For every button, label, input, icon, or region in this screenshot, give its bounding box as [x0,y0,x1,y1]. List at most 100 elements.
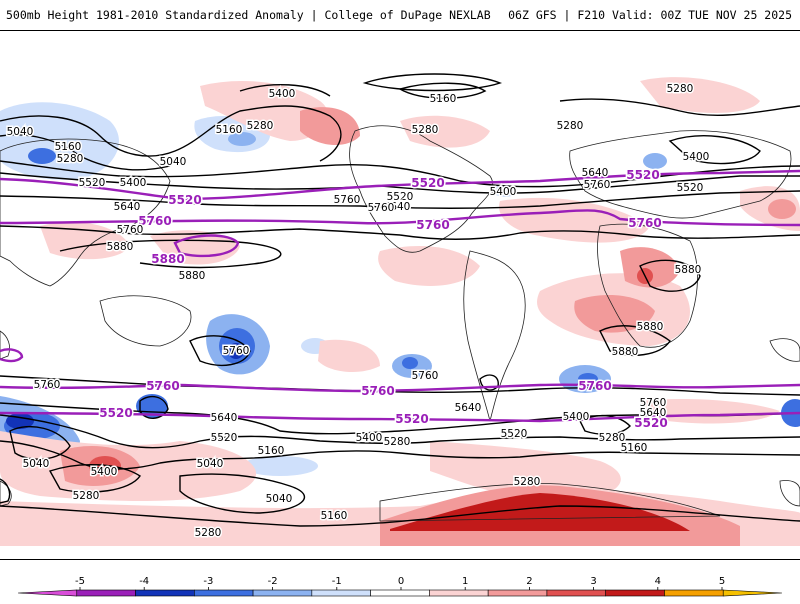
contour-label: 5280 [195,527,222,539]
map-panel: 5400 5160 5280 5160 5280 5280 5280 5040 5160 5280… [0,30,800,560]
contour-label: 5400 [91,466,118,478]
contour-label: 5520 [79,177,106,189]
contour-label: 5040 [197,458,224,470]
header: 500mb Height 1981-2010 Standardized Anom… [0,0,800,30]
contour-label: 5640 [114,201,141,213]
contour-label: 5760 [34,379,61,391]
contour-label: 5160 [621,442,648,454]
colorbar-tick-label: 4 [655,576,661,587]
contour-label: 5760 [334,194,361,206]
colorbar-tick-label: 3 [590,576,596,587]
contour-label: 5160 [258,445,285,457]
contour-label: 5760 [628,216,661,230]
contour-label: 5760 [640,397,667,409]
contour-label: 5280 [412,124,439,136]
contour-label: 5400 [120,177,147,189]
contour-label: 5880 [612,346,639,358]
colorbar-tick-label: -3 [203,576,213,587]
contour-label: 5520 [99,406,132,420]
contour-label: 5400 [269,88,296,100]
contour-label: 5160 [321,510,348,522]
contour-label: 5640 [384,201,411,213]
contour-label: 5760 [578,379,611,393]
contour-label: 5280 [57,153,84,165]
colorbar-tick-label: -1 [332,576,342,587]
colorbar-segment [664,589,724,597]
contour-label: 5400 [356,432,383,444]
contour-label: 5160 [430,93,457,105]
contour-label: 5640 [211,412,238,424]
contour-label: 5400 [563,411,590,423]
contour-label: 5280 [557,120,584,132]
contour-label: 5400 [683,151,710,163]
colorbar-bar [17,589,783,597]
contour-label: 5760 [368,202,395,214]
colorbar-segment [194,589,254,597]
contour-label: 5760 [117,224,144,236]
contour-label: 5760 [416,218,449,232]
contour-label: 5040 [7,126,34,138]
colorbar-segment [487,589,548,597]
contour-label: 5880 [179,270,206,282]
contour-label: 5880 [637,321,664,333]
contour-label: 5520 [168,193,201,207]
contour-label: 5520 [395,412,428,426]
contour-label: 5040 [160,156,187,168]
contour-label: 5520 [501,428,528,440]
contour-label: 5400 [490,186,517,198]
colorbar-segment [311,589,371,597]
contour-label: 5640 [455,402,482,414]
colorbar-tick-label: -4 [139,576,149,587]
map-title: 500mb Height 1981-2010 Standardized Anom… [6,8,491,22]
colorbar-tick-label: -5 [75,576,85,587]
contour-label: 5160 [216,124,243,136]
colorbar-segment [429,589,489,597]
colorbar-segment [135,589,195,597]
colorbar-segment [546,589,606,597]
colorbar-ticks: -5 -4 -3 -2 -1 0 1 2 3 4 5 [75,576,725,590]
contour-label: 5280 [599,432,626,444]
colorbar-segment [370,589,430,597]
colorbar-segment [605,589,665,597]
contour-label: 5880 [107,241,134,253]
contour-label: 5640 [582,167,609,179]
contour-label: 5640 [640,407,667,419]
contour-label: 5760 [584,179,611,191]
colorbar-tick-label: -2 [268,576,278,587]
colorbar-tick-label: 2 [526,576,532,587]
contour-label: 5280 [384,436,411,448]
contour-label: 5760 [361,384,394,398]
colorbar-segment [722,589,783,597]
contour-label: 5280 [73,490,100,502]
contour-label: 5760 [146,379,179,393]
contour-label: 5880 [675,264,702,276]
positive-anomaly-shading [0,77,800,546]
contour-label: 5760 [138,214,171,228]
contour-label: 5520 [677,182,704,194]
colorbar-segment [17,589,78,597]
contour-label: 5280 [667,83,694,95]
contour-label: 5520 [387,191,414,203]
colorbar-svg: -5 -4 -3 -2 -1 0 1 2 3 4 5 [17,576,783,597]
contour-label: 5520 [411,176,444,190]
reference-contours [0,169,800,423]
contour-label: 5040 [23,458,50,470]
contour-label: 5760 [412,370,439,382]
contour-label: 5520 [634,416,667,430]
model-valid-time: 06Z GFS | F210 Valid: 00Z TUE NOV 25 202… [508,8,792,22]
contour-label: 5040 [266,493,293,505]
contour-label: 5160 [55,141,82,153]
contour-label: 5520 [211,432,238,444]
anomaly-colorbar: -5 -4 -3 -2 -1 0 1 2 3 4 5 [0,570,800,600]
contour-label: 5880 [151,252,184,266]
contour-label: 5280 [514,476,541,488]
colorbar-tick-label: 5 [719,576,725,587]
contour-label: 5760 [223,345,250,357]
colorbar-segment [76,589,136,597]
colorbar-segment [252,589,313,597]
contour-label: 5280 [247,120,274,132]
colorbar-tick-label: 1 [462,576,468,587]
contour-label: 5520 [626,168,659,182]
